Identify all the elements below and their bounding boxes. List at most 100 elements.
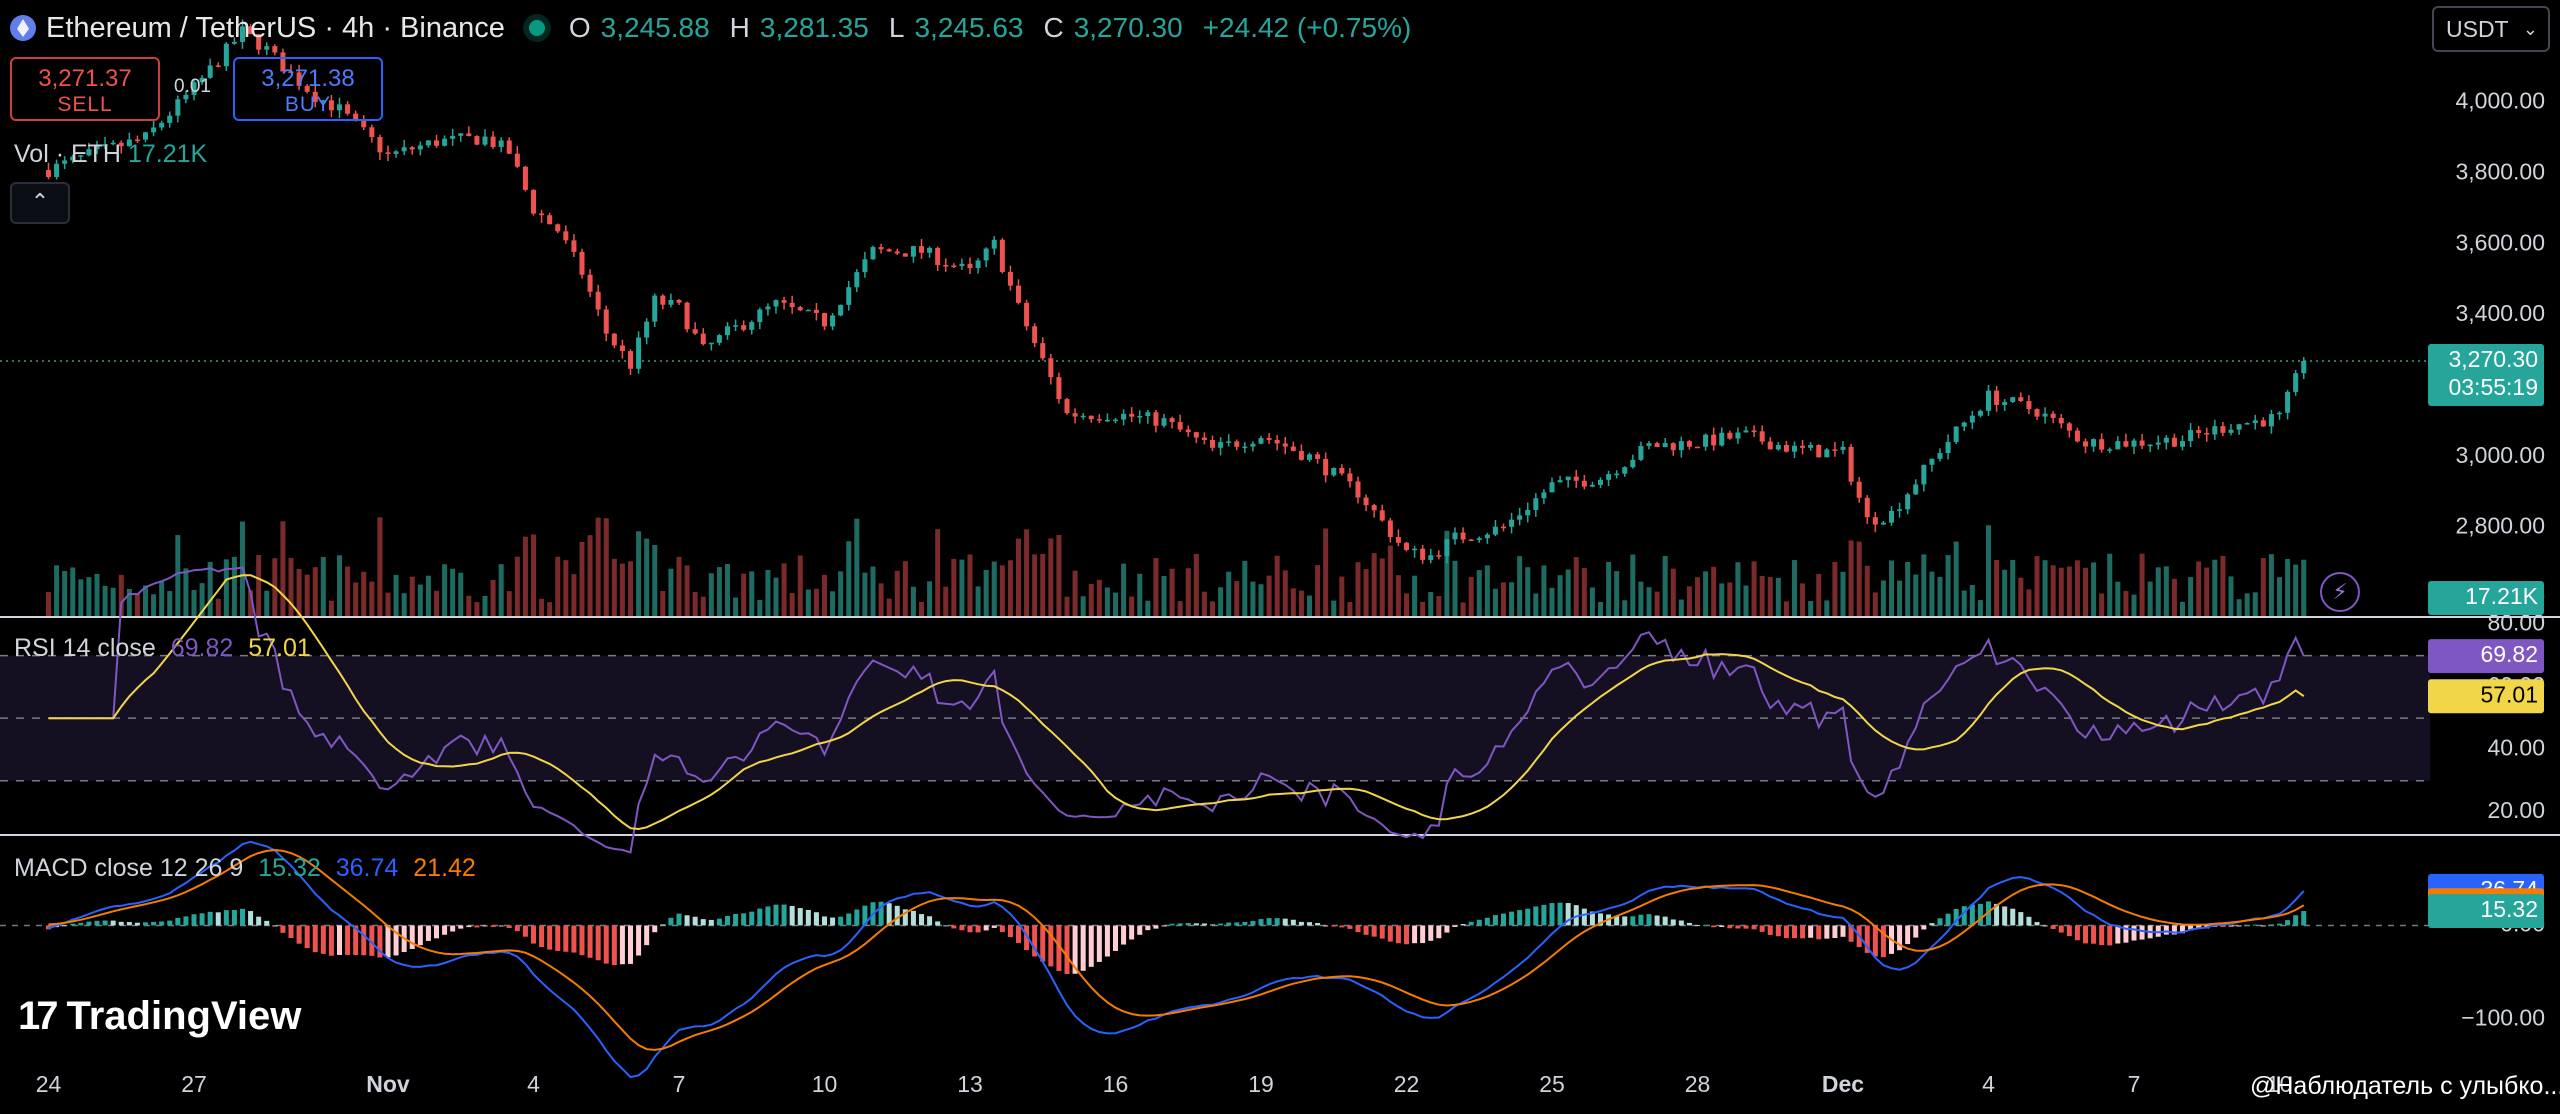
rsi-legend[interactable]: RSI 14 close 69.82 57.01 bbox=[14, 634, 311, 663]
currency-select[interactable]: USDT ⌄ bbox=[2432, 6, 2550, 52]
volume-legend[interactable]: Vol · ETH 17.21K bbox=[14, 140, 207, 169]
collapse-legend-button[interactable]: ⌃ bbox=[10, 182, 70, 224]
macd-histogram-bar bbox=[935, 921, 941, 926]
volume-bar bbox=[401, 593, 407, 616]
volume-bar bbox=[2034, 556, 2040, 616]
candle-body bbox=[1436, 555, 1442, 557]
candle-body bbox=[1791, 445, 1798, 452]
candle-body bbox=[2204, 432, 2210, 435]
candle-body bbox=[1096, 419, 1102, 421]
macd-histogram-bar bbox=[587, 925, 593, 958]
macd-histogram-bar bbox=[1395, 925, 1401, 944]
candle-body bbox=[773, 300, 779, 307]
macd-histogram-bar bbox=[1290, 919, 1296, 926]
candle-body bbox=[1315, 454, 1321, 459]
macd-histogram-bar bbox=[1048, 925, 1054, 967]
volume-bar bbox=[1905, 561, 1911, 616]
macd-histogram-bar bbox=[345, 925, 351, 956]
candle-body bbox=[805, 309, 811, 312]
macd-histogram-bar bbox=[2244, 925, 2250, 927]
candle-body bbox=[1969, 415, 1975, 423]
volume-bar bbox=[361, 571, 367, 616]
buy-button[interactable]: 3,271.38 BUY bbox=[233, 57, 383, 121]
lightning-icon[interactable]: ⚡ bbox=[2320, 572, 2360, 612]
volume-bar bbox=[110, 587, 116, 616]
candle-body bbox=[1557, 480, 1563, 483]
candle-body bbox=[2107, 449, 2113, 451]
close-value: 3,270.30 bbox=[1073, 12, 1183, 43]
candle-body bbox=[1104, 419, 1110, 422]
macd-histogram-bar bbox=[789, 905, 795, 926]
candle-body bbox=[1517, 515, 1523, 520]
candle-body bbox=[1549, 482, 1555, 493]
macd-histogram-bar bbox=[2115, 925, 2121, 944]
volume-bar bbox=[579, 542, 585, 616]
candle-body bbox=[539, 213, 545, 216]
volume-bar bbox=[1218, 587, 1224, 616]
macd-histogram-bar bbox=[1767, 925, 1773, 935]
time-tick-label: 25 bbox=[1539, 1071, 1565, 1097]
candle-body bbox=[369, 127, 375, 138]
volume-bar bbox=[1872, 592, 1878, 616]
candle-body bbox=[70, 156, 76, 161]
candle-body bbox=[781, 300, 787, 303]
volume-bar bbox=[1945, 555, 1951, 616]
candle-body bbox=[1840, 446, 1846, 450]
candle-body bbox=[1290, 446, 1296, 451]
volume-bar bbox=[1007, 560, 1013, 616]
candle-body bbox=[636, 337, 642, 369]
volume-bar bbox=[555, 556, 561, 616]
macd-histogram-bar bbox=[248, 911, 254, 926]
volume-bar bbox=[1032, 554, 1038, 616]
candle-body bbox=[2058, 417, 2064, 424]
price-tick-label: 2,800.00 bbox=[2455, 513, 2545, 539]
macd-histogram-bar bbox=[506, 925, 512, 929]
macd-histogram-bar bbox=[1565, 903, 1571, 926]
macd-legend[interactable]: MACD close 12 26 9 15.32 36.74 21.42 bbox=[14, 854, 476, 883]
candle-body bbox=[1169, 418, 1175, 423]
volume-bar bbox=[45, 592, 52, 616]
market-status-dot[interactable] bbox=[528, 20, 545, 36]
candle-body bbox=[199, 77, 205, 83]
candle-body bbox=[1306, 454, 1313, 460]
candle-body bbox=[1686, 441, 1692, 447]
volume-bar bbox=[1169, 568, 1175, 616]
volume-bar bbox=[862, 572, 868, 616]
macd-histogram-bar bbox=[1242, 921, 1248, 926]
macd-histogram-bar bbox=[1630, 916, 1636, 926]
macd-histogram-bar bbox=[1492, 915, 1498, 926]
macd-histogram-bar bbox=[910, 910, 916, 926]
macd-histogram-bar bbox=[1201, 923, 1207, 926]
sell-button[interactable]: 3,271.37 SELL bbox=[10, 57, 160, 121]
volume-bar bbox=[1961, 590, 1967, 616]
candle-body bbox=[231, 41, 237, 44]
macd-histogram-bar bbox=[595, 925, 601, 961]
volume-bar bbox=[1339, 576, 1345, 616]
symbol-title[interactable]: Ethereum / TetherUS · 4h · Binance bbox=[46, 11, 505, 44]
time-tick-label: 4 bbox=[1982, 1071, 1995, 1097]
macd-histogram-bar bbox=[1032, 925, 1038, 957]
macd-histogram-bar bbox=[797, 908, 803, 926]
macd-histogram-bar bbox=[312, 925, 318, 953]
macd-histogram-bar bbox=[482, 925, 488, 927]
candle-body bbox=[1444, 539, 1450, 557]
tradingview-logo[interactable]: 17 TradingView bbox=[18, 994, 301, 1039]
candle-body bbox=[627, 351, 634, 369]
rsi-legend-value: 69.82 bbox=[170, 634, 234, 662]
candle-body bbox=[2155, 442, 2161, 445]
volume-bar bbox=[805, 589, 811, 616]
volume-bar bbox=[2066, 566, 2072, 616]
low-label: L bbox=[888, 12, 905, 43]
volume-bar bbox=[821, 574, 828, 616]
candle-body bbox=[401, 147, 407, 152]
volume-bar bbox=[522, 536, 528, 616]
volume-bar bbox=[2188, 577, 2194, 616]
macd-histogram-bar bbox=[191, 914, 197, 926]
candle-body bbox=[167, 115, 173, 123]
candle-body bbox=[935, 247, 941, 266]
macd-histogram-bar bbox=[1937, 918, 1943, 926]
macd-histogram-bar bbox=[1266, 918, 1272, 926]
candle-body bbox=[1193, 432, 1199, 438]
chevron-up-icon: ⌃ bbox=[30, 189, 50, 214]
